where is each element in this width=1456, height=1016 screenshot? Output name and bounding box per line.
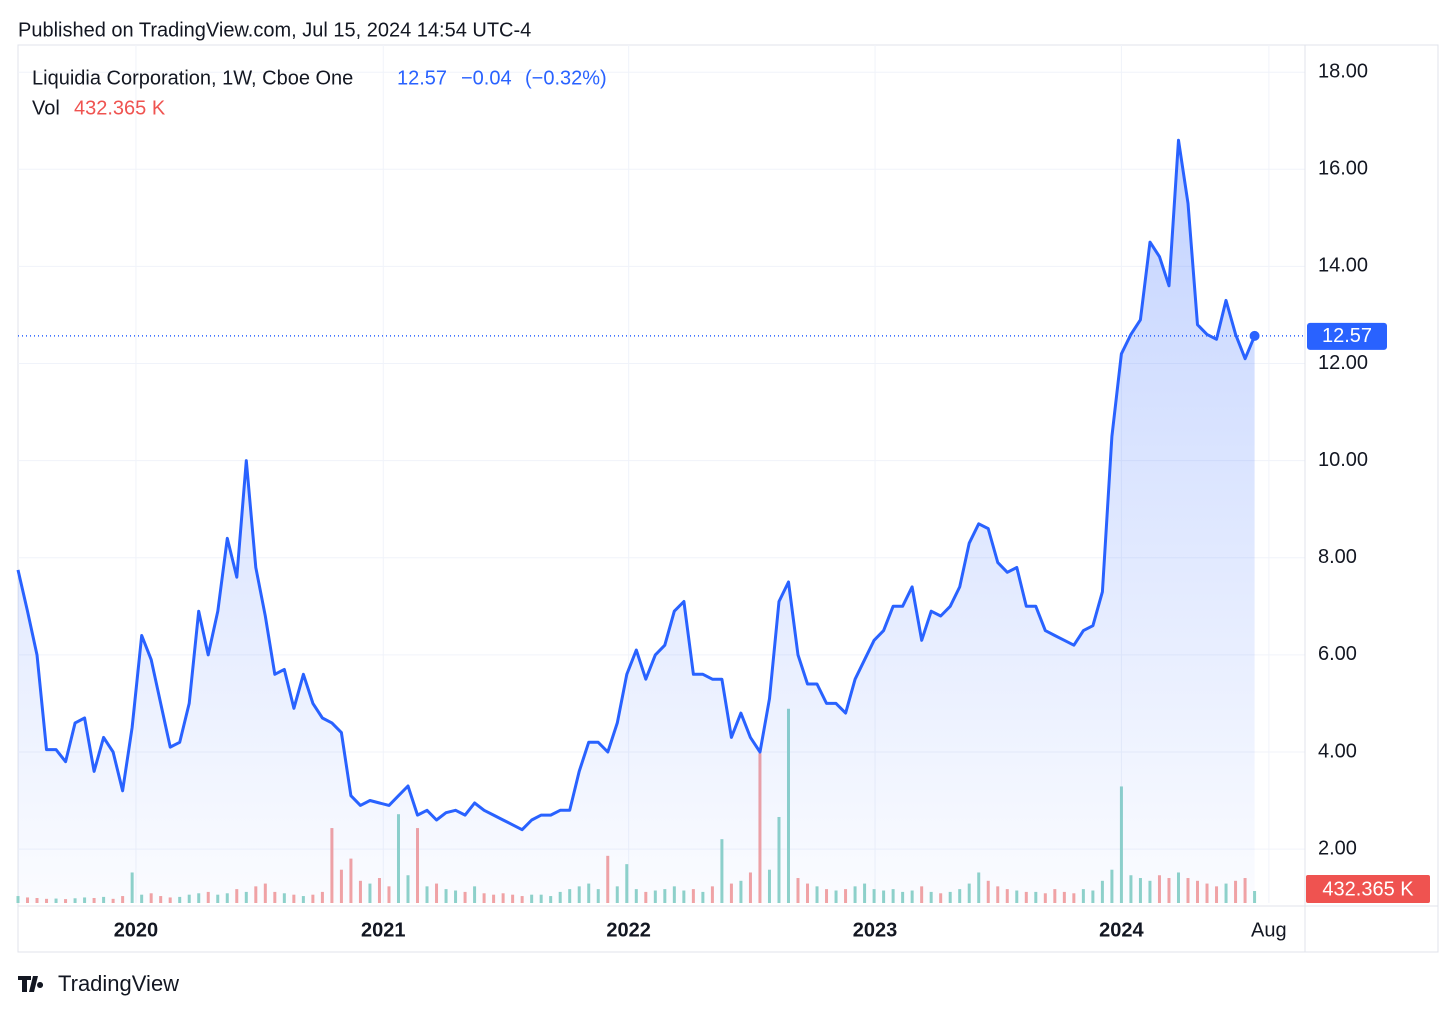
y-tick-label: 4.00 bbox=[1318, 740, 1357, 762]
volume-badge bbox=[1306, 875, 1430, 903]
x-tick-label: Aug bbox=[1251, 919, 1287, 941]
chart-title: Liquidia Corporation, 1W, Cboe One bbox=[32, 67, 353, 89]
y-tick-label: 2.00 bbox=[1318, 837, 1357, 859]
x-tick-label: 2024 bbox=[1099, 919, 1144, 941]
change-pct: (−0.32%) bbox=[525, 67, 607, 89]
y-tick-label: 16.00 bbox=[1318, 158, 1368, 180]
y-tick-label: 14.00 bbox=[1318, 255, 1368, 277]
logo-icon bbox=[18, 976, 44, 992]
x-tick-label: 2023 bbox=[853, 919, 898, 941]
y-tick-label: 6.00 bbox=[1318, 643, 1357, 665]
volume-label: Vol bbox=[32, 97, 60, 119]
price-badge-label: 12.57 bbox=[1322, 325, 1372, 347]
published: Published on TradingView.com, Jul 15, 20… bbox=[18, 19, 531, 41]
volume-badge-label: 432.365 K bbox=[1322, 878, 1414, 900]
price-badge bbox=[1307, 322, 1387, 350]
y-tick-label: 10.00 bbox=[1318, 449, 1368, 471]
x-tick-label: 2021 bbox=[361, 919, 406, 941]
y-tick-label: 8.00 bbox=[1318, 546, 1357, 568]
x-tick-label: 2020 bbox=[114, 919, 159, 941]
y-tick-label: 12.00 bbox=[1318, 352, 1368, 374]
y-tick-label: 18.00 bbox=[1318, 60, 1368, 82]
area bbox=[18, 140, 1255, 903]
price-line bbox=[16, 138, 1256, 832]
last-point bbox=[1249, 330, 1260, 341]
frame bbox=[17, 44, 1439, 953]
x-tick-label: 2022 bbox=[606, 919, 651, 941]
logo: TradingView bbox=[18, 971, 179, 996]
logo-text: TradingView bbox=[58, 971, 179, 996]
change: −0.04 bbox=[461, 67, 512, 89]
volume-value: 432.365 K bbox=[74, 97, 166, 119]
last-price: 12.57 bbox=[397, 67, 447, 89]
